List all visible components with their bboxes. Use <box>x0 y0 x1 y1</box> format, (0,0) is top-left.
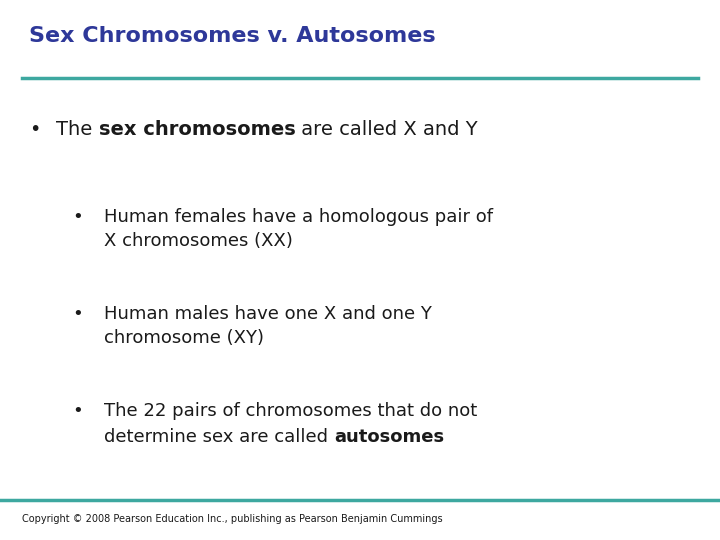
Text: sex chromosomes: sex chromosomes <box>99 120 295 139</box>
Text: Sex Chromosomes v. Autosomes: Sex Chromosomes v. Autosomes <box>29 26 436 46</box>
Text: are called X and Y: are called X and Y <box>295 120 478 139</box>
Text: Copyright © 2008 Pearson Education Inc., publishing as Pearson Benjamin Cummings: Copyright © 2008 Pearson Education Inc.,… <box>22 515 442 524</box>
Text: The 22 pairs of chromosomes that do not: The 22 pairs of chromosomes that do not <box>104 402 477 420</box>
Text: Human males have one X and one Y
chromosome (XY): Human males have one X and one Y chromos… <box>104 305 432 347</box>
Text: determine sex are called: determine sex are called <box>104 428 334 447</box>
Text: •: • <box>29 120 40 139</box>
Text: •: • <box>72 402 83 420</box>
Text: Human females have a homologous pair of
X chromosomes (XX): Human females have a homologous pair of … <box>104 208 493 250</box>
Text: autosomes: autosomes <box>334 428 444 447</box>
Text: The: The <box>56 120 99 139</box>
Text: •: • <box>72 208 83 226</box>
Text: •: • <box>72 305 83 323</box>
